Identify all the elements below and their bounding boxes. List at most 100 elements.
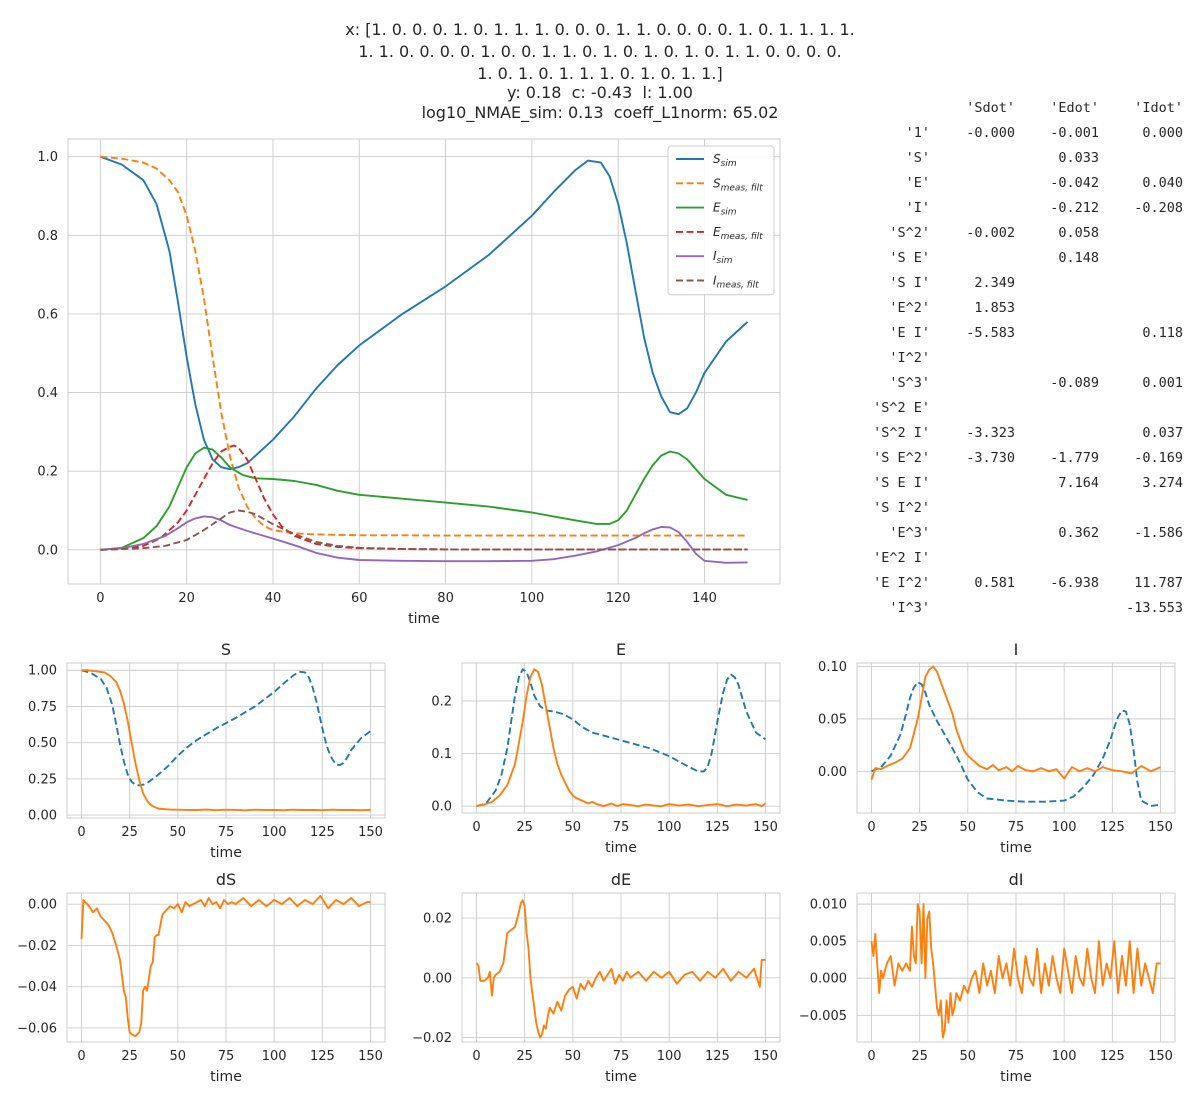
y-tick-label: 0.0 [37,543,58,558]
table-row-term: 'I' [905,200,930,216]
legend-series-name: I [713,274,717,288]
chart-panel-de: 0 25 50 75 100 125 150 −0.02 0.00 0.02 time dE [412,870,781,1085]
legend-label: Ssim [713,152,737,169]
table-cell: -3.730 [966,450,1015,466]
table-row: 'E' -0.042 0.040 [850,175,1200,195]
chart-panel-main: 0 20 40 60 80 100 120 140 0.0 0.2 0.4 0.6 0.8 1.0 time… [37,138,781,627]
legend-series-subscript: sim [721,159,737,169]
table-cell: -0.001 [1050,125,1099,141]
table-row: '1' -0.000 -0.001 0.000 [850,125,1200,145]
table-row: 'S E^2' -3.730 -1.779 -0.169 [850,450,1200,470]
x-tick-label: 50 [960,820,977,835]
table-row-term: 'S E I' [873,475,930,491]
legend-label: Emeas, filt [713,225,763,242]
table-cell: -0.042 [1050,175,1099,191]
legend-series-name: I [713,249,717,263]
table-row: 'S E I' 7.164 3.274 [850,475,1200,495]
chart-title: dI [1009,870,1024,889]
chart-panel-ds: 0 25 50 75 100 125 150 −0.06 −0.04 −0.02 0.00 time d… [17,870,386,1085]
legend-label: Esim [713,201,737,218]
x-axis-label: time [605,840,637,856]
series-line-i-sim-line [100,515,748,564]
table-row-term: 'E^3' [889,525,930,541]
table-cell: 7.164 [1058,475,1099,491]
y-tick-label: 0.0 [431,800,452,815]
x-tick-label: 25 [911,820,928,835]
x-tick-label: 100 [1052,820,1077,835]
legend-series-name: E [713,201,721,215]
x-tick-label: 150 [1148,820,1173,835]
y-tick-label: 0.2 [431,694,452,709]
x-tick-label: 0 [77,1049,85,1064]
series-line-s-meas-filt-line [100,155,748,537]
table-cell: 0.148 [1058,250,1099,266]
legend-series-subscript: meas, filt [717,281,760,291]
table-row: 'S' 0.033 [850,150,1200,170]
x-tick-label: 0 [472,820,480,835]
chart-title: dS [216,870,236,889]
table-row: 'E I' -5.583 0.118 [850,325,1200,345]
table-cell: 0.033 [1058,150,1099,166]
table-row-term: 'E I' [889,325,930,341]
plot-frame [66,892,386,1043]
y-tick-label: 0.75 [28,700,57,715]
y-tick-label: 0.05 [818,712,847,727]
series-line-series0-line [475,899,766,1039]
y-tick-label: 0.25 [28,772,57,787]
table-column-header: 'Edot' [1050,100,1099,116]
table-row-term: 'I^2' [889,350,930,366]
x-tick-label: 150 [358,825,383,840]
table-row: 'E^3' 0.362 -1.586 [850,525,1200,545]
table-column-header: 'Idot' [1134,100,1183,116]
y-tick-label: 0.00 [28,809,57,824]
legend-series-subscript: sim [721,208,737,218]
series-line-series0-line [870,903,1161,1039]
x-tick-label: 50 [170,825,187,840]
x-tick-label: 50 [565,820,582,835]
x-tick-label: 100 [262,1049,287,1064]
x-tick-label: 125 [705,1049,730,1064]
table-row-term: 'S E' [889,250,930,266]
table-row: 'S E' 0.148 [850,250,1200,270]
x-tick-label: 100 [657,1049,682,1064]
table-cell: 0.118 [1142,325,1183,341]
x-tick-label: 0 [77,825,85,840]
x-tick-label: 150 [358,1049,383,1064]
table-cell: -0.169 [1134,450,1183,466]
series-line-i-meas-filt-line [100,509,748,551]
x-tick-label: 125 [1100,1049,1125,1064]
table-row-term: 'E I^2' [873,575,930,591]
series-line-series0-line [871,681,1161,807]
x-axis-label: time [210,845,242,861]
x-tick-label: 0 [867,820,875,835]
x-tick-label: 75 [613,820,630,835]
table-cell: -13.553 [1126,600,1183,616]
table-row-term: 'I^3' [889,600,930,616]
x-tick-label: 75 [1008,820,1025,835]
legend-series-name: S [713,176,721,190]
y-tick-label: 0.005 [810,935,847,950]
x-tick-label: 150 [753,820,778,835]
table-row: 'E I^2' 0.581 -6.938 11.787 [850,575,1200,595]
x-tick-label: 25 [516,1049,533,1064]
table-row-term: 'S^2 I' [873,425,930,441]
series-line-series0-line [476,668,767,808]
legend-label: Isim [713,249,733,266]
x-axis-label: time [605,1069,637,1085]
table-cell: -6.938 [1050,575,1099,591]
legend-series-subscript: sim [717,256,733,266]
table-cell: -1.779 [1050,450,1099,466]
table-row: 'I' -0.212 -0.208 [850,200,1200,220]
y-tick-label: 0.02 [423,912,452,927]
series-line-series1-line [81,669,371,812]
y-tick-label: 1.0 [37,150,58,165]
plot-frame [461,662,781,814]
x-axis-label: time [408,611,440,627]
table-row-term: '1' [905,125,930,141]
table-row-term: 'S I' [889,275,930,291]
table-cell: 0.001 [1142,375,1183,391]
x-tick-label: 125 [705,820,730,835]
chart-title: I [1014,640,1019,659]
table-row: 'S^2 E' [850,400,1200,420]
table-row: 'I^3' -13.553 [850,600,1200,620]
